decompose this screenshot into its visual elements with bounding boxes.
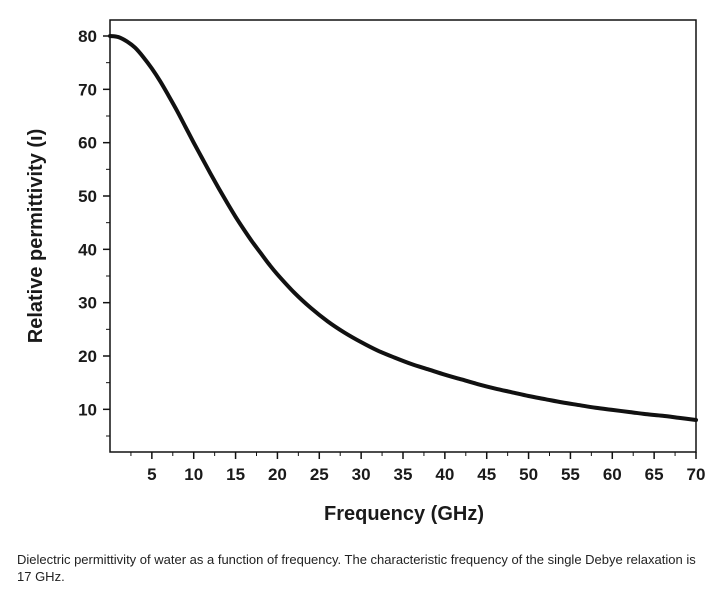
y-tick-label: 70	[78, 80, 97, 99]
y-axis-title: Relative permittivity (ı)	[25, 129, 47, 344]
x-tick-label: 60	[603, 465, 622, 484]
y-tick-label: 40	[78, 240, 97, 259]
x-tick-label: 5	[147, 465, 156, 484]
y-tick-label: 60	[78, 134, 97, 153]
y-tick-label: 50	[78, 187, 97, 206]
plot-frame	[109, 19, 697, 453]
x-tick-label: 35	[394, 465, 413, 484]
y-axis: 10 20 30 40 50 60 70 80	[78, 27, 110, 437]
x-axis: 5 10 15 20 25 30 35 40 45 50 55 60 65 70	[130, 452, 706, 484]
x-tick-label: 40	[435, 465, 454, 484]
x-tick-label: 45	[477, 465, 496, 484]
y-tick-label: 80	[78, 27, 97, 46]
x-tick-label: 70	[687, 465, 706, 484]
y-tick-label: 20	[78, 347, 97, 366]
x-tick-label: 50	[519, 465, 538, 484]
x-tick-label: 25	[310, 465, 329, 484]
x-tick-label: 55	[561, 465, 580, 484]
x-axis-title: Frequency (GHz)	[324, 503, 484, 525]
x-tick-label: 10	[184, 465, 203, 484]
figure-caption: Dielectric permittivity of water as a fu…	[17, 552, 696, 584]
x-tick-label: 20	[268, 465, 287, 484]
y-tick-label: 10	[78, 400, 97, 419]
x-tick-label: 15	[226, 465, 245, 484]
permittivity-chart: 10 20 30 40 50 60 70 80 5 10 15 20 25 30 35 40 45 50 55 60…	[25, 19, 706, 525]
x-tick-label: 30	[352, 465, 371, 484]
y-tick-label: 30	[78, 294, 97, 313]
permittivity-curve	[108, 34, 698, 422]
x-tick-label: 65	[645, 465, 664, 484]
